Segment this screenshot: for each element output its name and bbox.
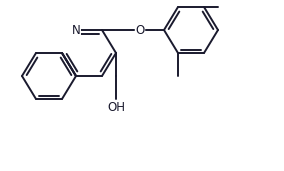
Text: N: N — [72, 23, 80, 36]
Text: O: O — [135, 23, 145, 36]
Text: OH: OH — [107, 101, 125, 114]
